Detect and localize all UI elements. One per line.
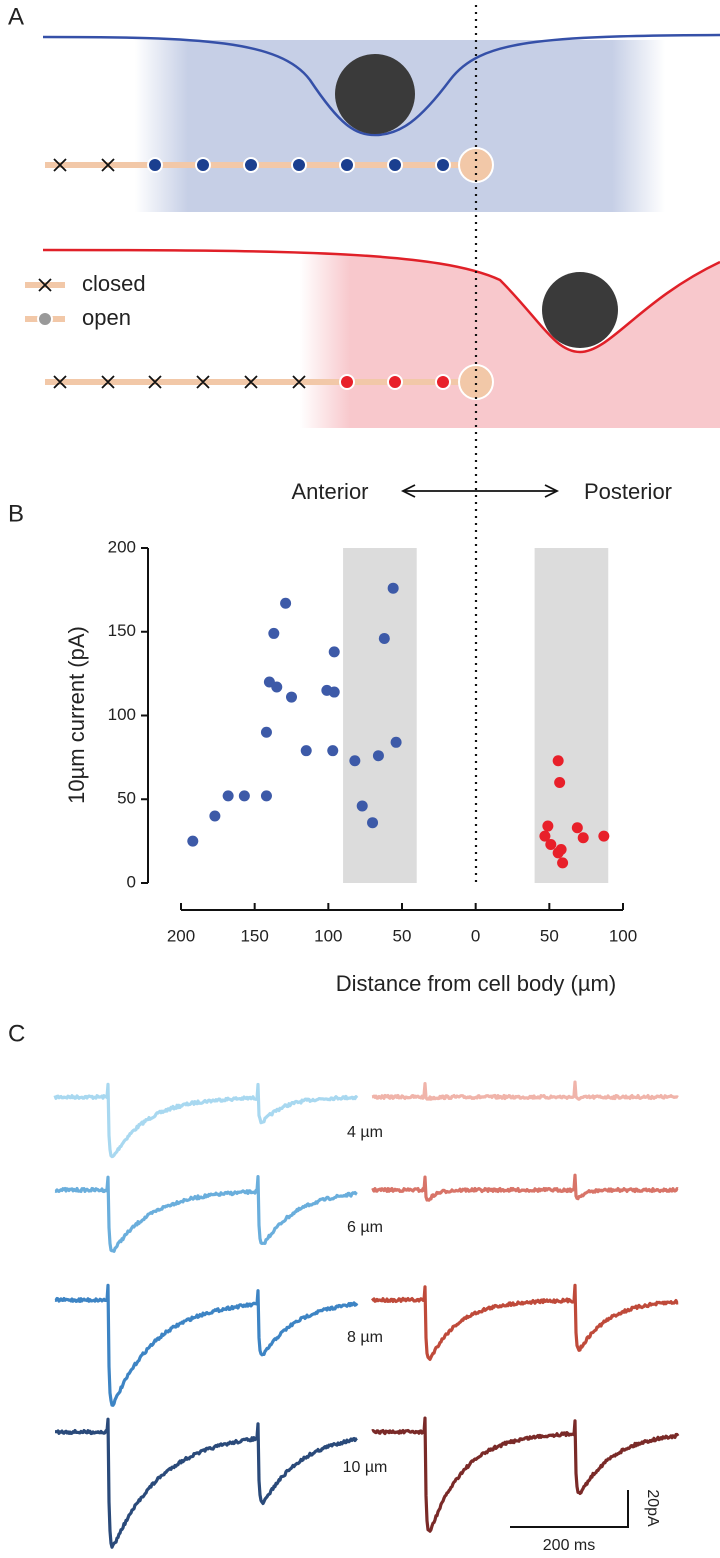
- trace: [54, 1283, 359, 1407]
- legend-label: closed: [82, 271, 146, 296]
- x-tick-label: 100: [314, 926, 342, 945]
- scale-bar: [510, 1490, 629, 1528]
- point: [390, 736, 402, 748]
- direction-label: Posterior: [584, 479, 672, 504]
- curve: [42, 248, 720, 354]
- panel-label: C: [8, 1020, 25, 1047]
- trace: [371, 1283, 679, 1361]
- point: [286, 691, 297, 703]
- point: [349, 755, 361, 767]
- x-tick-label: 150: [240, 926, 268, 945]
- point: [280, 597, 292, 609]
- point: [271, 681, 283, 693]
- point: [187, 835, 199, 847]
- panel-label: A: [8, 3, 24, 30]
- cell-body: [458, 364, 494, 400]
- point: [577, 832, 589, 844]
- point: [356, 800, 368, 812]
- point: [372, 750, 384, 762]
- point: [552, 755, 564, 767]
- trace-label: 8 µm: [347, 1329, 383, 1346]
- scale-label: 20pA: [644, 1489, 661, 1527]
- point: [328, 646, 340, 658]
- trace: [54, 1417, 358, 1549]
- closed-markers: [53, 158, 115, 172]
- point: [238, 790, 250, 802]
- point: [260, 726, 272, 738]
- point: [545, 838, 557, 850]
- legend-label: open: [82, 305, 131, 330]
- y-tick-label: 0: [127, 872, 136, 891]
- x-tick-label: 200: [167, 926, 195, 945]
- point: [598, 830, 610, 842]
- point: [378, 632, 390, 644]
- point: [260, 790, 272, 802]
- ball: [335, 54, 415, 134]
- direction-label: Anterior: [291, 479, 368, 504]
- y-tick-label: 150: [108, 621, 136, 640]
- point: [542, 820, 554, 832]
- point: [327, 745, 339, 757]
- x-tick-label: 50: [540, 926, 559, 945]
- point: [555, 844, 567, 855]
- trace-label: 6 µm: [347, 1219, 383, 1236]
- ball: [542, 272, 618, 348]
- y-tick-label: 100: [108, 705, 136, 724]
- x-tick-label: 0: [471, 926, 480, 945]
- closed-markers: [53, 375, 306, 389]
- point: [571, 822, 583, 834]
- x-tick-label: 100: [609, 926, 637, 945]
- trace: [53, 1082, 359, 1159]
- point: [539, 830, 551, 842]
- point: [367, 817, 379, 829]
- point: [300, 745, 312, 757]
- scatter-plot: 0 50 100 150 200 200 150 100 50 0 50 100: [108, 537, 638, 945]
- trace: [371, 1416, 680, 1533]
- trace: [371, 1080, 679, 1101]
- point: [328, 686, 340, 698]
- y-axis-label: 10µm current (pA): [64, 626, 89, 804]
- scale-label: 200 ms: [543, 1537, 595, 1554]
- direction-arrow: [400, 484, 560, 498]
- curve: [42, 33, 720, 137]
- point: [209, 810, 221, 822]
- shaded-band: [343, 548, 417, 883]
- trace: [54, 1175, 358, 1253]
- point: [554, 777, 566, 788]
- trace-label: 4 µm: [347, 1124, 383, 1141]
- panel-label: B: [8, 500, 24, 527]
- y-tick-label: 50: [117, 789, 136, 808]
- legend-swatch: [38, 278, 52, 292]
- legend-swatch: [37, 311, 53, 327]
- cell-body: [458, 147, 494, 183]
- trace: [371, 1173, 679, 1202]
- open-markers: [147, 157, 451, 173]
- traces: [53, 1080, 680, 1549]
- open-markers: [339, 374, 451, 390]
- y-tick-label: 200: [108, 537, 136, 556]
- x-tick-label: 50: [393, 926, 412, 945]
- point: [222, 790, 234, 802]
- point: [387, 582, 399, 594]
- x-axis-label: Distance from cell body (µm): [336, 971, 616, 996]
- trace-label: 10 µm: [343, 1459, 388, 1476]
- point: [268, 627, 280, 639]
- point: [557, 857, 569, 869]
